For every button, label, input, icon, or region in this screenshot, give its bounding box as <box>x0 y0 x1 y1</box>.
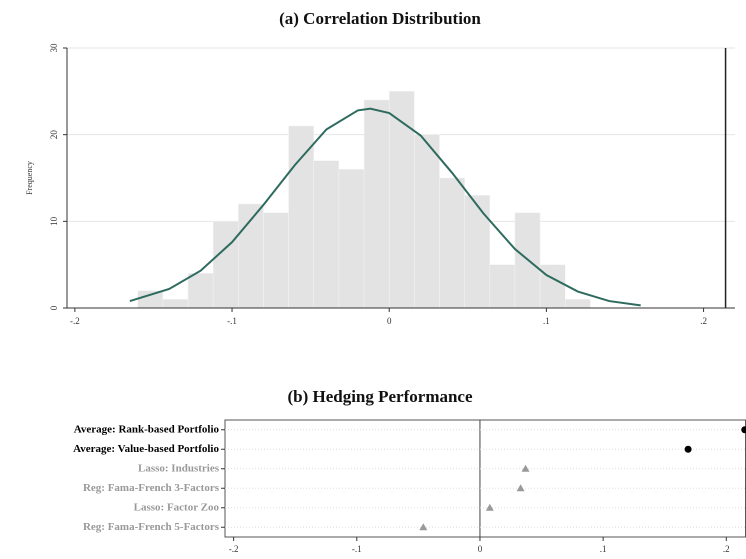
x-tick-label: .2 <box>700 316 707 326</box>
bar <box>238 203 264 309</box>
category-label: Average: Rank-based Portfolio <box>74 423 220 435</box>
dot <box>419 523 428 531</box>
dot <box>485 503 494 511</box>
bar <box>212 221 239 309</box>
fitted-curve <box>129 107 641 307</box>
plot-frame <box>224 419 746 538</box>
bar <box>489 264 516 309</box>
category-label: Reg: Fama-French 3-Factors <box>83 482 220 494</box>
dot <box>741 426 746 434</box>
bar <box>288 125 315 309</box>
x-tick-label: .1 <box>600 544 607 554</box>
bar <box>564 299 591 309</box>
category-label: Lasso: Industries <box>138 462 220 474</box>
bar <box>464 195 491 309</box>
chart-title: (b) Hedging Performance <box>287 387 473 406</box>
bar <box>363 99 390 309</box>
bar <box>414 134 440 309</box>
y-tick-label: 10 <box>49 216 59 226</box>
bar <box>439 177 465 309</box>
y-tick-label: 30 <box>49 43 59 53</box>
x-tick-label: -.1 <box>352 544 362 554</box>
bar <box>263 212 289 309</box>
category-label: Lasso: Factor Zoo <box>134 501 220 513</box>
bar <box>187 273 214 309</box>
bar <box>338 169 365 309</box>
category-label: Reg: Fama-French 5-Factors <box>83 521 220 533</box>
y-axis-label: Frequency <box>25 161 34 195</box>
bar <box>539 264 566 309</box>
y-tick-label: 0 <box>49 305 59 310</box>
x-tick-label: 0 <box>387 316 392 326</box>
category-label: Average: Value-based Portfolio <box>73 443 219 455</box>
x-tick-label: .1 <box>543 316 550 326</box>
dot <box>684 445 692 453</box>
bar <box>388 91 415 309</box>
x-tick-label: 0 <box>478 544 483 554</box>
bar <box>137 290 164 309</box>
dot <box>521 464 530 472</box>
x-tick-label: -.2 <box>70 316 80 326</box>
bar <box>313 160 340 309</box>
x-tick-label: -.2 <box>229 544 239 554</box>
x-tick-label: -.1 <box>227 316 237 326</box>
y-tick-label: 20 <box>49 130 59 140</box>
chart-title: (a) Correlation Distribution <box>279 9 481 28</box>
bar <box>162 299 189 309</box>
x-tick-label: .2 <box>723 544 730 554</box>
dot <box>516 484 525 492</box>
